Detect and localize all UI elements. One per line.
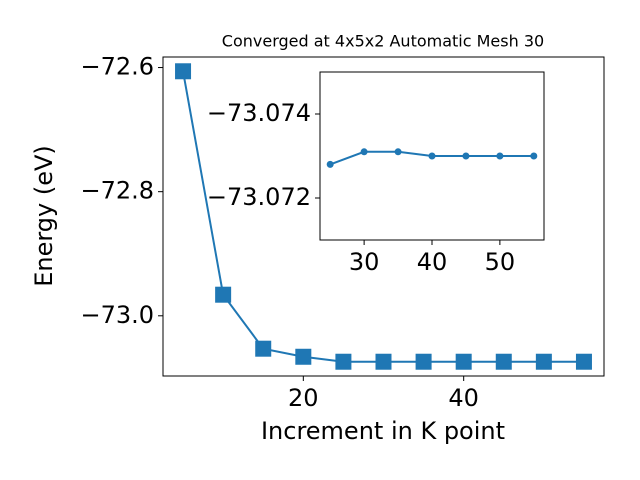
data-marker bbox=[375, 353, 392, 370]
y-tick-label: −73.072 bbox=[207, 183, 311, 211]
data-marker bbox=[462, 152, 470, 160]
x-tick-label: 30 bbox=[349, 248, 380, 276]
y-tick-label: −73.0 bbox=[80, 301, 154, 329]
data-marker bbox=[295, 348, 312, 365]
plot-area bbox=[326, 148, 538, 168]
x-tick-label: 20 bbox=[288, 384, 319, 412]
x-tick-label: 40 bbox=[417, 248, 448, 276]
data-marker bbox=[530, 152, 538, 160]
data-marker bbox=[415, 353, 432, 370]
y-tick-label: −73.074 bbox=[207, 99, 311, 127]
y-axis-label: Energy (eV) bbox=[30, 145, 58, 287]
data-marker bbox=[394, 148, 402, 156]
x-tick-label: 50 bbox=[485, 248, 516, 276]
data-marker bbox=[255, 340, 272, 357]
data-marker bbox=[455, 353, 472, 370]
data-marker bbox=[428, 152, 436, 160]
data-marker bbox=[535, 353, 552, 370]
plot-area bbox=[175, 63, 592, 370]
data-marker bbox=[215, 286, 232, 303]
y-tick-label: −72.6 bbox=[80, 53, 154, 81]
data-marker bbox=[335, 353, 352, 370]
x-tick-label: 40 bbox=[448, 384, 479, 412]
data-marker bbox=[575, 353, 592, 370]
chart-title: Converged at 4x5x2 Automatic Mesh 30 bbox=[222, 32, 544, 51]
data-marker bbox=[495, 353, 512, 370]
data-marker bbox=[360, 148, 368, 156]
data-marker bbox=[326, 160, 334, 168]
y-tick-label: −72.8 bbox=[80, 177, 154, 205]
data-marker bbox=[496, 152, 504, 160]
data-marker bbox=[175, 63, 192, 80]
x-axis-label: Increment in K point bbox=[261, 417, 505, 445]
